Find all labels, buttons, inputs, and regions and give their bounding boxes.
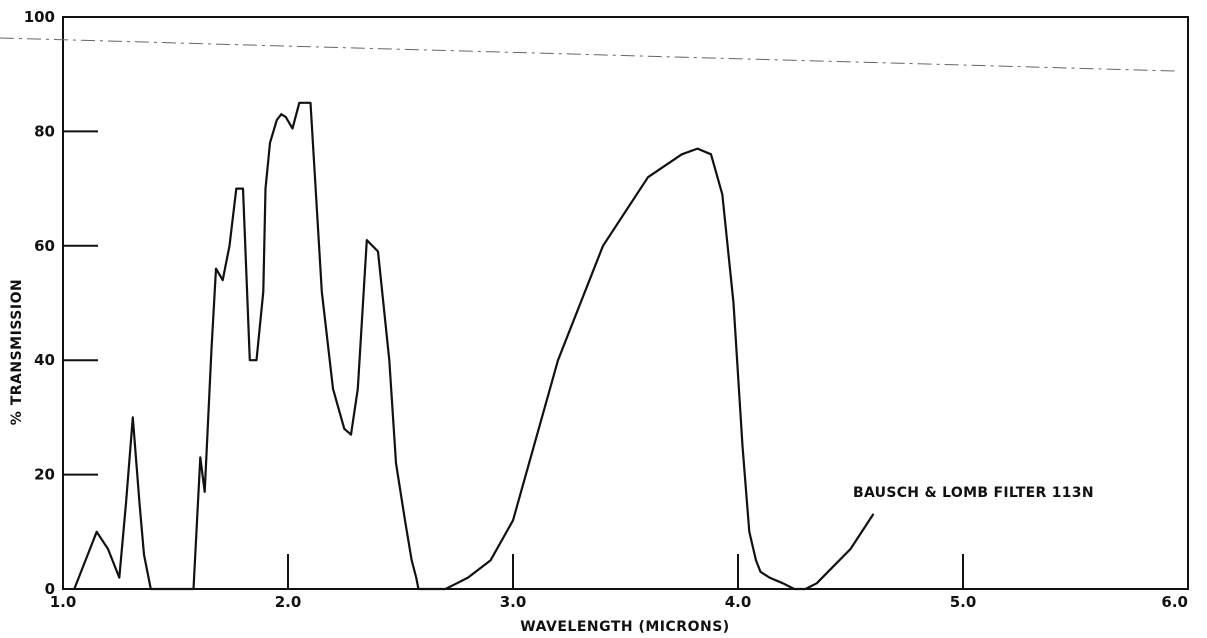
y-tick-label-1: 20: [34, 466, 55, 484]
x-tick-label-0: 1.0: [50, 593, 77, 611]
x-tick-label-2: 3.0: [500, 593, 527, 611]
y-tick-label-3: 60: [34, 237, 55, 255]
y-axis-label: % TRANSMISSION: [9, 279, 25, 425]
x-tick-label-3: 4.0: [725, 593, 752, 611]
plot-frame-group: [62, 16, 1189, 590]
x-tick-label-1: 2.0: [275, 593, 302, 611]
y-tick-label-2: 40: [34, 351, 55, 369]
y-tick-label-0: 0: [45, 580, 55, 598]
plot-frame: [62, 16, 1189, 590]
series-line-0: [73, 101, 875, 591]
x-axis-ticks: 1.0 2.0 3.0 4.0 5.0 6.0: [50, 554, 1188, 611]
x-tick-label-5: 6.0: [1161, 593, 1188, 611]
chart-annotation: BAUSCH & LOMB FILTER 113N: [853, 485, 1094, 501]
y-axis-ticks: 0 20 40 60 80 100: [24, 8, 98, 598]
y-tick-label-5: 100: [24, 8, 55, 26]
x-axis-label: WAVELENGTH (MICRONS): [520, 619, 729, 635]
reference-line-100: [0, 37, 1176, 72]
series-layer: [73, 101, 875, 591]
y-tick-label-4: 80: [34, 122, 55, 140]
x-tick-label-4: 5.0: [950, 593, 977, 611]
